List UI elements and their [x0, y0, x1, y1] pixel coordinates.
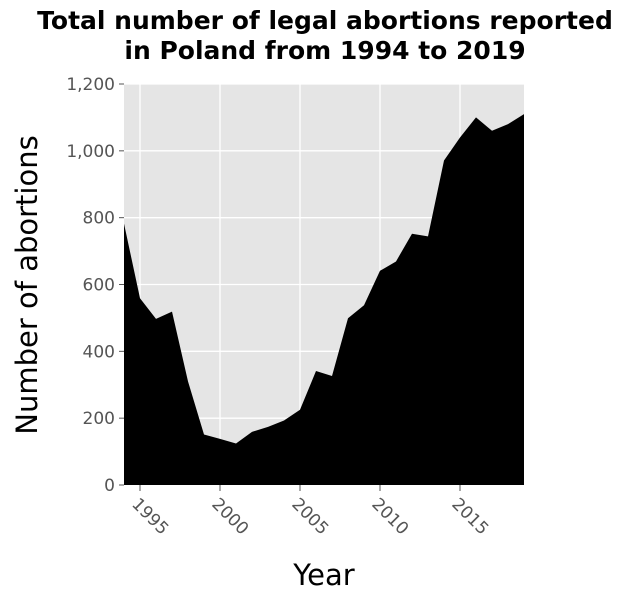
y-tick-label: 200 — [83, 409, 115, 429]
x-tick-label: 2010 — [367, 494, 412, 539]
y-tick-label: 400 — [83, 342, 115, 362]
x-tick-label: 2000 — [207, 494, 252, 539]
y-tick-label: 1,000 — [66, 142, 115, 162]
chart-title-line-1: Total number of legal abortions reported — [37, 6, 613, 35]
x-axis-ticks: 1995 2000 2005 2010 2015 — [127, 485, 492, 539]
y-axis-ticks: 0 200 400 600 800 1,000 1,200 — [66, 75, 124, 496]
x-tick-label: 2015 — [447, 494, 492, 539]
x-tick-label: 1995 — [127, 494, 172, 539]
y-tick-label: 1,200 — [66, 75, 115, 95]
area-series — [124, 114, 524, 485]
x-tick-label: 2005 — [287, 494, 332, 539]
y-tick-label: 600 — [83, 276, 115, 296]
y-tick-label: 0 — [104, 476, 115, 496]
y-tick-label: 800 — [83, 209, 115, 229]
x-axis-label: Year — [292, 558, 354, 592]
y-axis-label: Number of abortions — [10, 135, 44, 434]
chart-title-line-2: in Poland from 1994 to 2019 — [124, 36, 525, 65]
